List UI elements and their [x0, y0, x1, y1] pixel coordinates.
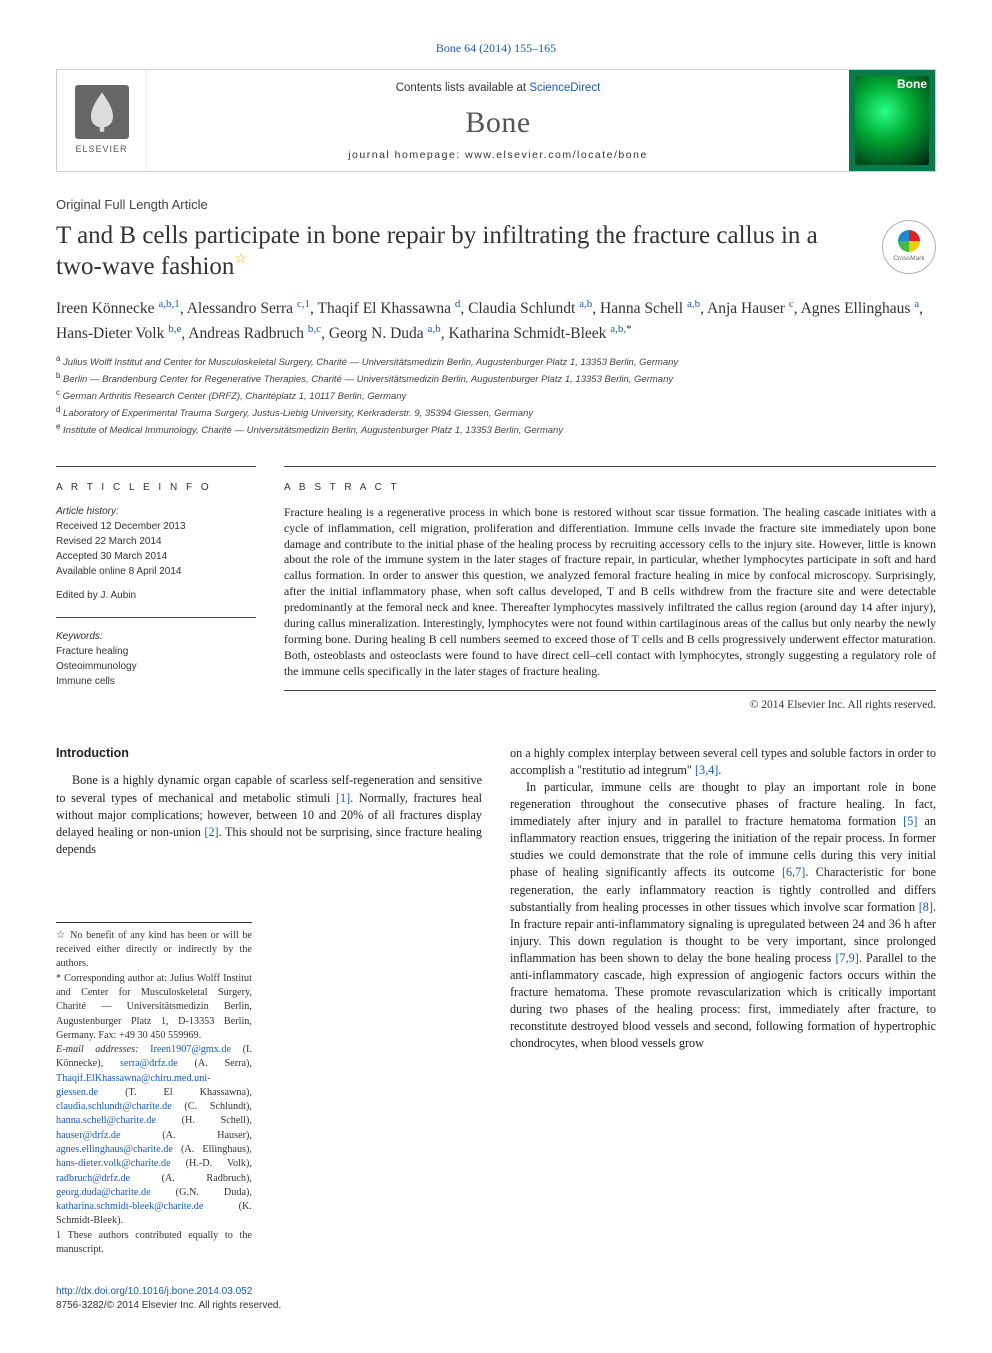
homepage-url[interactable]: www.elsevier.com/locate/bone	[465, 149, 648, 161]
emails-list: Ireen1907@gmx.de (I. Könnecke), serra@dr…	[56, 1044, 252, 1226]
intro-para-3: In particular, immune cells are thought …	[510, 779, 936, 1052]
email-link[interactable]: serra@drfz.de	[120, 1058, 178, 1069]
contents-prefix: Contents lists available at	[396, 82, 530, 94]
title-footnote-star-icon: ☆	[234, 252, 247, 267]
citation-link[interactable]: [1]	[336, 791, 350, 805]
footnote-emails: E-mail addresses: Ireen1907@gmx.de (I. K…	[56, 1043, 252, 1229]
citation-link[interactable]: [8]	[919, 900, 933, 914]
journal-header: ELSEVIER Contents lists available at Sci…	[56, 69, 936, 172]
authors-list: Ireen Könnecke a,b,1, Alessandro Serra c…	[56, 296, 936, 345]
journal-homepage: journal homepage: www.elsevier.com/locat…	[147, 148, 849, 163]
body-col-left: Introduction Bone is a highly dynamic or…	[56, 745, 482, 1257]
abstract-text: Fracture healing is a regenerative proce…	[284, 505, 936, 691]
email-link[interactable]: katharina.schmidt-bleek@charite.de	[56, 1201, 203, 1212]
keywords-list: Fracture healingOsteoimmunologyImmune ce…	[56, 644, 256, 689]
footnotes-block: ☆ No benefit of any kind has been or wil…	[56, 922, 252, 1257]
edited-by: Edited by J. Aubin	[56, 589, 256, 603]
issn-copyright: 8756-3282/© 2014 Elsevier Inc. All right…	[56, 1300, 281, 1311]
footer-doi-block: http://dx.doi.org/10.1016/j.bone.2014.03…	[56, 1285, 936, 1313]
section-heading-introduction: Introduction	[56, 745, 482, 763]
crossmark-ring-icon	[898, 230, 920, 252]
abstract-heading: A B S T R A C T	[284, 481, 936, 495]
citation-link[interactable]: [7,9]	[835, 951, 858, 965]
email-link[interactable]: claudia.schlundt@charite.de	[56, 1101, 172, 1112]
publisher-name: ELSEVIER	[75, 143, 127, 156]
publisher-logo: ELSEVIER	[57, 70, 147, 171]
info-divider	[56, 617, 256, 618]
journal-cover-thumb: Bone	[849, 70, 935, 171]
citation-link[interactable]: [3,4]	[695, 763, 718, 777]
footnote-benefit: ☆ No benefit of any kind has been or wil…	[56, 929, 252, 972]
issue-citation[interactable]: Bone 64 (2014) 155–165	[56, 40, 936, 57]
crossmark-badge[interactable]: CrossMark	[882, 220, 936, 274]
body-two-column: Introduction Bone is a highly dynamic or…	[56, 745, 936, 1257]
keywords-label: Keywords:	[56, 630, 256, 644]
footnote-corresponding: * Corresponding author at: Julius Wolff …	[56, 972, 252, 1043]
homepage-prefix: journal homepage:	[348, 149, 465, 161]
abstract-column: A B S T R A C T Fracture healing is a re…	[284, 466, 936, 713]
cover-title: Bone	[897, 76, 927, 93]
email-link[interactable]: hans-dieter.volk@charite.de	[56, 1158, 171, 1169]
paper-title: T and B cells participate in bone repair…	[56, 220, 868, 283]
intro-para-2-top: on a highly complex interplay between se…	[510, 745, 936, 779]
article-info-column: A R T I C L E I N F O Article history: R…	[56, 466, 256, 713]
article-info-heading: A R T I C L E I N F O	[56, 481, 256, 495]
journal-name: Bone	[147, 102, 849, 144]
article-history: Received 12 December 2013Revised 22 Marc…	[56, 519, 256, 579]
intro-para-1: Bone is a highly dynamic organ capable o…	[56, 772, 482, 857]
email-link[interactable]: hanna.schell@charite.de	[56, 1115, 156, 1126]
email-link[interactable]: hauser@drfz.de	[56, 1130, 121, 1141]
sciencedirect-link[interactable]: ScienceDirect	[529, 82, 600, 94]
affiliations: a Julius Wolff Institut and Center for M…	[56, 353, 936, 438]
citation-link[interactable]: [5]	[903, 814, 917, 828]
footnote-equal-contribution: 1 These authors contributed equally to t…	[56, 1229, 252, 1258]
emails-label: E-mail addresses:	[56, 1044, 150, 1055]
email-link[interactable]: georg.duda@charite.de	[56, 1187, 151, 1198]
paper-title-text: T and B cells participate in bone repair…	[56, 222, 818, 280]
doi-link[interactable]: http://dx.doi.org/10.1016/j.bone.2014.03…	[56, 1286, 252, 1297]
body-col-right: on a highly complex interplay between se…	[510, 745, 936, 1257]
email-link[interactable]: radbruch@drfz.de	[56, 1173, 130, 1184]
crossmark-label: CrossMark	[893, 254, 924, 263]
citation-link[interactable]: [2]	[204, 825, 218, 839]
email-link[interactable]: Ireen1907@gmx.de	[150, 1044, 231, 1055]
citation-link[interactable]: [6,7]	[782, 865, 805, 879]
abstract-copyright: © 2014 Elsevier Inc. All rights reserved…	[284, 697, 936, 713]
contents-list-line: Contents lists available at ScienceDirec…	[147, 80, 849, 96]
email-link[interactable]: Thaqif.ElKhassawna@chiru.med.uni-giessen…	[56, 1073, 211, 1098]
history-label: Article history:	[56, 505, 256, 519]
article-type: Original Full Length Article	[56, 196, 936, 214]
elsevier-tree-icon	[75, 85, 129, 139]
email-link[interactable]: agnes.ellinghaus@charite.de	[56, 1144, 173, 1155]
